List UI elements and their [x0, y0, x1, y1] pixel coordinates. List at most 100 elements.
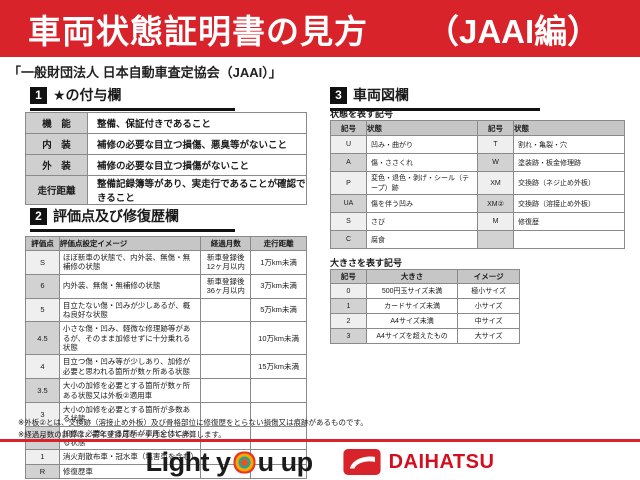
table-row: 5 目立たない傷・凹みが少しあるが、概ね良好な状態 5万km未満: [25, 297, 307, 323]
score-desc-cell: 小さな傷・凹み、軽微な修理跡等があるが、そのまま加修せずに十分乗れる状態: [58, 321, 202, 356]
score-desc-cell: 目立たない傷・凹みが少しあるが、概ね良好な状態: [58, 297, 202, 323]
mileage-cell: 1万km未満: [250, 250, 307, 275]
star-criteria-table: 機 能 整備、保証付きであること 内 装 補修の必要な目立つ損傷、悪臭等がないこ…: [25, 112, 307, 205]
score-desc-cell: 大小の加修を必要とする箇所が多数ある状態: [58, 401, 202, 427]
page-title: 車両状態証明書の見方: [28, 12, 368, 50]
table-row: UA 傷を伴う凹み XM② 交換跡（溶接止め外板）: [330, 194, 625, 213]
criteria-label-cell: 内 装: [25, 133, 88, 155]
column-header: 評価点設定イメージ: [58, 236, 202, 251]
symbol-cell: T: [477, 135, 514, 154]
table-row: 4.5 小さな傷・凹み、軽微な修理跡等があるが、そのまま加修せずに十分乗れる状態…: [25, 321, 307, 356]
state-cell: 交換跡（溶接止め外板）: [513, 194, 625, 213]
section1-header: 1 ★の付与欄: [30, 85, 235, 111]
table-row: 4 目立つ傷・凹み等が少しあり、加修が必要と思われる箇所が数ヶ所ある状態 15万…: [25, 354, 307, 380]
section3-header: 3 車両図欄: [330, 85, 540, 111]
daihatsu-wordmark: DAIHATSU: [388, 450, 495, 473]
size-symbols-label: 大きさを表す記号: [330, 258, 403, 268]
table-row: 1 カードサイズ未満 小サイズ: [330, 298, 520, 314]
slogan-text-left: Light y: [145, 446, 232, 477]
mileage-cell: 15万km未満: [250, 354, 307, 380]
mileage-cell: 3万km未満: [250, 273, 307, 299]
state-cell: 傷を伴う凹み: [366, 194, 478, 213]
section1-title: ★の付与欄: [53, 87, 122, 103]
table-header-row: 評価点 評価点設定イメージ 経過月数 走行距離: [25, 236, 307, 251]
table-row: 6 内外装、無傷・無補修の状態 新車登録後36ヶ月以内 3万km未満: [25, 273, 307, 299]
table-header-row: 記号 状態 記号 状態: [330, 120, 625, 136]
table-row: R 修復歴車: [25, 463, 307, 480]
state-cell: 凹み・曲がり: [366, 135, 478, 154]
column-header: 大きさ: [365, 269, 459, 284]
slogan-text-right: u up: [257, 446, 313, 477]
score-cell: R: [25, 463, 60, 480]
symbol-cell: XM②: [477, 194, 514, 213]
months-cell: [200, 297, 252, 323]
size-desc-cell: 500円玉サイズ未満: [365, 283, 459, 299]
symbol-cell: A: [330, 153, 367, 172]
size-image-cell: 中サイズ: [457, 313, 520, 329]
score-desc-cell: 大小の加修を必要とする箇所が数ヶ所ある状態又は外板②適用車: [58, 378, 202, 403]
mileage-cell: [250, 378, 307, 403]
table-row: C 腐食: [330, 230, 625, 249]
column-header: 記号: [330, 269, 367, 284]
symbol-cell: P: [330, 171, 367, 195]
table-row: S さび M 修復歴: [330, 212, 625, 231]
table-row: 0 500円玉サイズ未満 極小サイズ: [330, 283, 520, 299]
footer-divider: [0, 439, 640, 442]
size-image-cell: 極小サイズ: [457, 283, 520, 299]
symbol-cell: M: [477, 212, 514, 231]
score-cell: 6: [25, 273, 60, 299]
months-cell: [200, 401, 252, 427]
size-desc-cell: A4サイズ未満: [365, 313, 459, 329]
section3-number-badge: 3: [330, 86, 347, 104]
mileage-cell: [250, 463, 307, 480]
table-row: S ほぼ新車の状態で、内外装、無傷・無補修の状態 新車登録後12ヶ月以内 1万k…: [25, 250, 307, 275]
table-row: 3 A4サイズを超えたもの 大サイズ: [330, 328, 520, 344]
state-cell: 割れ・亀裂・穴: [513, 135, 625, 154]
state-cell: 変色・退色・剥げ・シール（テープ）跡: [366, 171, 478, 195]
table-row: 3.5 大小の加修を必要とする箇所が数ヶ所ある状態又は外板②適用車: [25, 378, 307, 403]
criteria-desc-cell: 整備記録簿等があり、実走行であることが確認できること: [87, 175, 307, 205]
footnotes: ※外板②とは、交換跡（溶接止め外板）及び骨格部位に修復歴をとらない損傷又は痕跡が…: [18, 417, 368, 440]
score-cell: 5: [25, 297, 60, 323]
score-cell: S: [25, 250, 60, 275]
criteria-label-cell: 外 装: [25, 154, 88, 176]
column-header: 状態: [513, 120, 625, 136]
symbol-cell: C: [330, 230, 367, 249]
issuer-subtitle: 「一般財団法人 日本自動車査定協会（JAAI）」: [8, 65, 282, 80]
score-cell: 4: [25, 354, 60, 380]
table-row: 1 消火剤散布車・冠水車（塩害車を含む）: [25, 449, 307, 465]
table-row: 2 加修を必要とする箇所が車両全体にある状態: [25, 425, 307, 451]
section3-title: 車両図欄: [353, 87, 409, 103]
score-cell: 3: [25, 401, 60, 427]
state-cell: 塗装跡・板金修理跡: [513, 153, 625, 172]
months-cell: [200, 321, 252, 356]
evaluation-score-table: 評価点 評価点設定イメージ 経過月数 走行距離 S ほぼ新車の状態で、内外装、無…: [25, 236, 307, 480]
symbol-cell: U: [330, 135, 367, 154]
score-desc-cell: ほぼ新車の状態で、内外装、無傷・無補修の状態: [58, 250, 202, 275]
table-row: 3 大小の加修を必要とする箇所が多数ある状態: [25, 401, 307, 427]
section2-title: 評価点及び修復歴欄: [53, 208, 179, 224]
section2-number-badge: 2: [30, 207, 47, 225]
state-cell: 傷・ささくれ: [366, 153, 478, 172]
months-cell: 新車登録後36ヶ月以内: [200, 273, 252, 299]
criteria-desc-cell: 補修の必要な目立つ損傷がないこと: [87, 154, 307, 176]
table-row: U 凹み・曲がり T 割れ・亀裂・穴: [330, 135, 625, 154]
mileage-cell: 10万km未満: [250, 321, 307, 356]
size-code-cell: 0: [330, 283, 367, 299]
column-header: 記号: [477, 120, 514, 136]
daihatsu-logo: DAIHATSU: [342, 449, 495, 475]
daihatsu-d-mark-icon: [342, 449, 381, 475]
score-desc-cell: 加修を必要とする箇所が車両全体にある状態: [58, 425, 202, 451]
score-desc-cell: 目立つ傷・凹み等が少しあり、加修が必要と思われる箇所が数ヶ所ある状態: [58, 354, 202, 380]
title-banner: 車両状態証明書の見方 （JAAI編）: [0, 0, 640, 57]
condition-symbols-label: 状態を表す記号: [330, 109, 394, 119]
table-row: 外 装 補修の必要な目立つ損傷がないこと: [25, 154, 307, 176]
column-header: 記号: [330, 120, 367, 136]
column-header: イメージ: [457, 269, 520, 284]
column-header: 経過月数: [200, 236, 252, 251]
state-cell: 修復歴: [513, 212, 625, 231]
size-code-cell: 1: [330, 298, 367, 314]
size-image-cell: 大サイズ: [457, 328, 520, 344]
light-you-up-logo: Light y u up: [146, 447, 313, 478]
size-code-cell: 3: [330, 328, 367, 344]
